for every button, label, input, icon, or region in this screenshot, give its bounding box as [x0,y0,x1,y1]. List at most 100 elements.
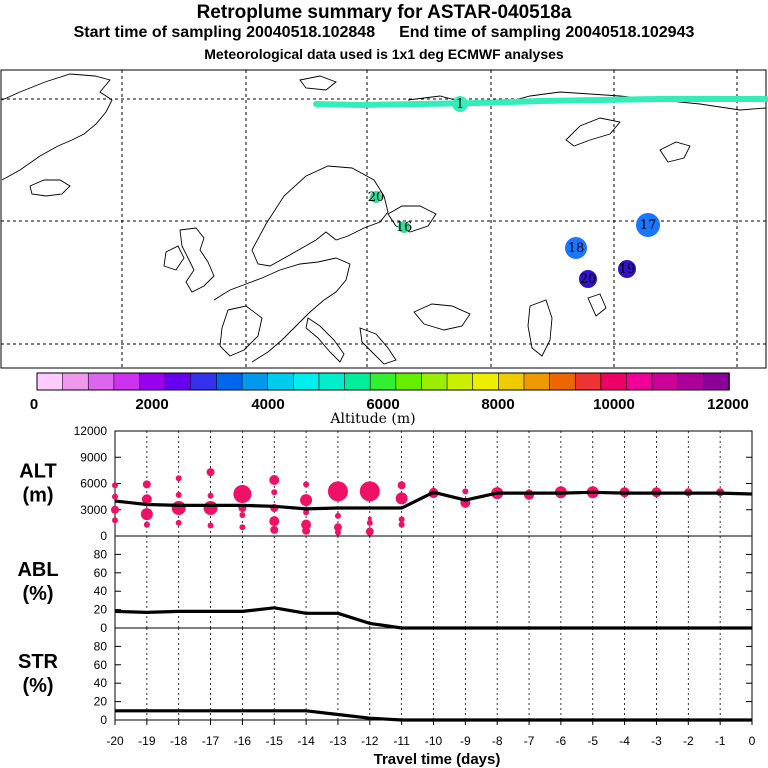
iberia-coast [219,305,263,357]
x-tick-label: -12 [361,734,379,748]
met-data-note: Meteorological data used is 1x1 deg ECMW… [204,46,564,62]
colorbar-cell [549,372,577,391]
data-point [303,509,310,516]
chart-title: Retroplume summary for ASTAR-040518a [196,2,572,23]
colorbar-cell [626,372,653,391]
map-marker-label: 16 [396,220,413,235]
x-tick-label: -10 [425,734,443,748]
novaya-zemlya-coast [565,117,621,147]
data-point [206,468,215,477]
data-point [359,481,380,502]
data-point [327,481,348,502]
time-series-panels: 120009000600030000ALT(m)806040200ABL(%)8… [17,424,753,727]
data-point [239,512,246,518]
data-point [462,488,469,495]
colorbar: 0 2000 4000 6000 8000 10000 12000 Altitude (m) [30,372,749,427]
start-time: Start time of sampling 20040518.102848 [73,24,376,41]
data-point [334,529,341,536]
data-point [111,505,119,514]
colorbar-cell [318,372,346,391]
sampling-times: Start time of sampling 20040518.102848 En… [0,24,768,42]
map-markers: 1 17 18 19 20 16 20 [368,96,660,288]
colorbar-cell [369,372,397,391]
panel-str: 80 60 40 20 0 STR(%) [18,627,753,727]
map-marker [579,270,597,288]
end-time: End time of sampling 20040518.102943 [399,24,695,41]
y-tick-label: 0 [100,529,107,543]
map-marker-label: 18 [568,241,585,256]
colorbar-cell [292,372,320,391]
balkans-coast [359,327,397,365]
x-tick-label: -8 [492,734,503,748]
colorbar-cell [344,372,371,391]
data-point [143,521,150,528]
data-point [175,475,182,482]
map-marker [370,191,382,203]
y-tick-label: 3000 [80,503,107,517]
colorbar-label: Altitude (m) [329,411,415,427]
map-marker-label: 20 [368,190,385,205]
colorbar-cell [241,372,269,391]
y-axis-label: ABL [17,559,58,581]
data-point [398,516,405,523]
data-point [233,485,252,503]
x-tick-label: -18 [170,734,188,748]
y-tick-label: 40 [94,584,108,598]
y-axis-unit: (%) [22,675,53,697]
x-tick-label: -11 [393,734,410,748]
plume-track [313,96,768,109]
data-point [301,519,312,530]
y-tick-label: 60 [94,566,108,580]
data-point [239,524,246,531]
colorbar-cell [523,372,551,391]
colorbar-tick-label: 2000 [135,396,168,413]
x-tick-label: -9 [460,734,471,748]
data-point [303,481,310,488]
colorbar-cell [472,372,500,391]
data-point [175,519,182,526]
colorbar-cell [36,372,64,391]
x-tick-label: -17 [202,734,220,748]
data-point [270,525,279,534]
x-tick-label: -19 [138,734,156,748]
scandinavia-coast [251,165,389,267]
colorbar-frame [36,372,730,391]
map-marker [565,237,587,259]
colorbar-cell [62,372,90,391]
continent-coast [213,257,351,363]
data-point [141,494,152,505]
y-axis-label: ALT [19,461,56,483]
ireland-coast [163,245,185,271]
map-marker [618,260,636,278]
colorbar-cell [600,372,628,391]
map-panel: 1 17 18 19 20 16 20 [0,69,768,369]
caspian-coast [527,299,553,357]
yamal-coast [659,141,691,163]
x-tick-label: -14 [297,734,315,748]
colorbar-cell [139,372,166,391]
plume-band [313,96,768,109]
colorbar-cell [421,372,448,391]
map-marker-label: 20 [580,272,597,287]
map-marker-label: 17 [640,218,657,233]
data-point [300,494,313,507]
britain-coast [179,227,215,293]
data-point [397,481,406,490]
y-axis-unit: (%) [22,583,53,605]
svalbard-coast [299,75,337,91]
colorbar-tick-label: 8000 [481,396,514,413]
data-point [395,492,408,505]
data-point [366,519,373,526]
x-tick-label: -16 [234,734,252,748]
y-tick-label: 6000 [80,477,107,491]
data-point [207,492,214,499]
y-tick-label: 60 [94,658,108,672]
colorbar-cell [87,372,115,391]
data-point [112,493,118,500]
colorbar-cell [574,372,602,391]
x-tick-label: -3 [651,734,662,748]
y-axis-unit: (m) [22,485,53,507]
colorbar-tick-label: 6000 [366,396,399,413]
x-tick-label: 0 [749,734,756,748]
map-marker-label: 19 [619,262,636,277]
